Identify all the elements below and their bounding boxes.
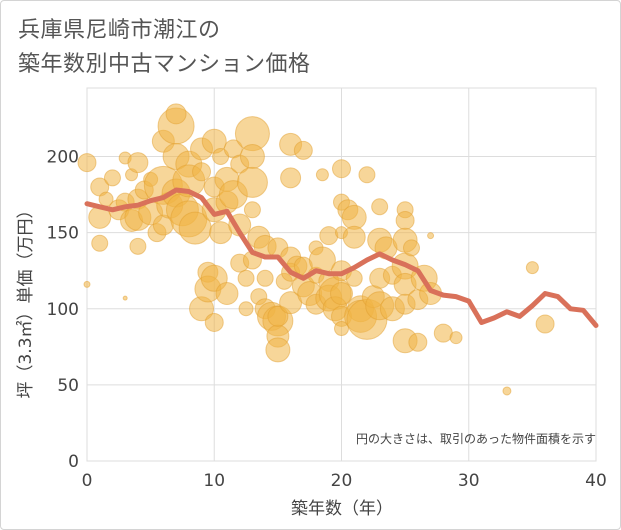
chart-title: 兵庫県尼崎市潮江の 築年数別中古マンション価格 <box>18 14 311 82</box>
y-tick-label: 150 <box>47 224 79 244</box>
size-annotation: 円の大きさは、取引のあった物件面積を示す <box>356 431 596 446</box>
x-tick-labels: 0 10 20 30 40 <box>82 471 607 491</box>
data-bubble <box>91 234 109 252</box>
data-bubble <box>408 332 428 352</box>
data-bubble <box>237 269 255 287</box>
data-bubble <box>433 323 453 343</box>
data-bubble <box>334 321 349 337</box>
title-line-1: 兵庫県尼崎市潮江の <box>18 18 221 43</box>
data-bubble <box>238 301 254 317</box>
data-bubble <box>77 153 97 173</box>
data-bubble <box>371 198 389 216</box>
x-tick-label: 0 <box>82 471 93 491</box>
data-bubble <box>265 337 291 363</box>
data-bubble <box>427 232 435 240</box>
data-bubble <box>122 295 128 301</box>
y-axis-label: 坪（3.3㎡）単価（万円） <box>16 201 36 398</box>
bubble-layer <box>77 103 555 396</box>
x-tick-label: 30 <box>458 471 480 491</box>
data-bubble <box>525 261 539 275</box>
data-bubble <box>319 226 339 246</box>
data-bubble <box>267 305 289 327</box>
data-bubble <box>83 280 91 288</box>
data-bubble <box>395 210 415 230</box>
data-bubble <box>293 140 313 160</box>
data-bubble <box>165 103 187 125</box>
y-tick-label: 100 <box>47 300 79 320</box>
data-bubble <box>342 225 366 249</box>
x-tick-label: 10 <box>203 471 225 491</box>
x-tick-label: 40 <box>585 471 607 491</box>
data-bubble <box>330 282 353 306</box>
data-bubble <box>332 159 351 179</box>
data-bubble <box>315 168 329 182</box>
y-tick-label: 200 <box>47 148 79 168</box>
data-bubble <box>535 314 555 334</box>
x-axis-label: 築年数（年） <box>291 499 393 519</box>
data-bubble <box>256 269 274 287</box>
y-tick-label: 0 <box>68 452 79 472</box>
data-bubble <box>243 201 261 219</box>
y-tick-label: 50 <box>57 376 79 396</box>
data-bubble <box>449 331 463 345</box>
data-bubble <box>103 169 121 187</box>
data-bubble <box>204 312 224 332</box>
data-bubble <box>280 167 302 189</box>
average-price-line <box>84 187 599 328</box>
data-bubble <box>239 144 265 170</box>
data-bubble <box>129 237 147 255</box>
data-bubble <box>358 166 376 184</box>
data-bubble <box>236 166 268 198</box>
data-bubble <box>127 152 149 174</box>
data-bubble <box>215 282 239 306</box>
title-line-2: 築年数別中古マンション価格 <box>18 52 311 77</box>
y-tick-labels: 0 50 100 150 200 <box>47 148 79 472</box>
average-line-layer <box>84 187 599 328</box>
data-bubble <box>402 239 420 257</box>
data-bubble <box>502 386 512 396</box>
x-tick-label: 20 <box>331 471 353 491</box>
data-bubble <box>192 162 212 182</box>
